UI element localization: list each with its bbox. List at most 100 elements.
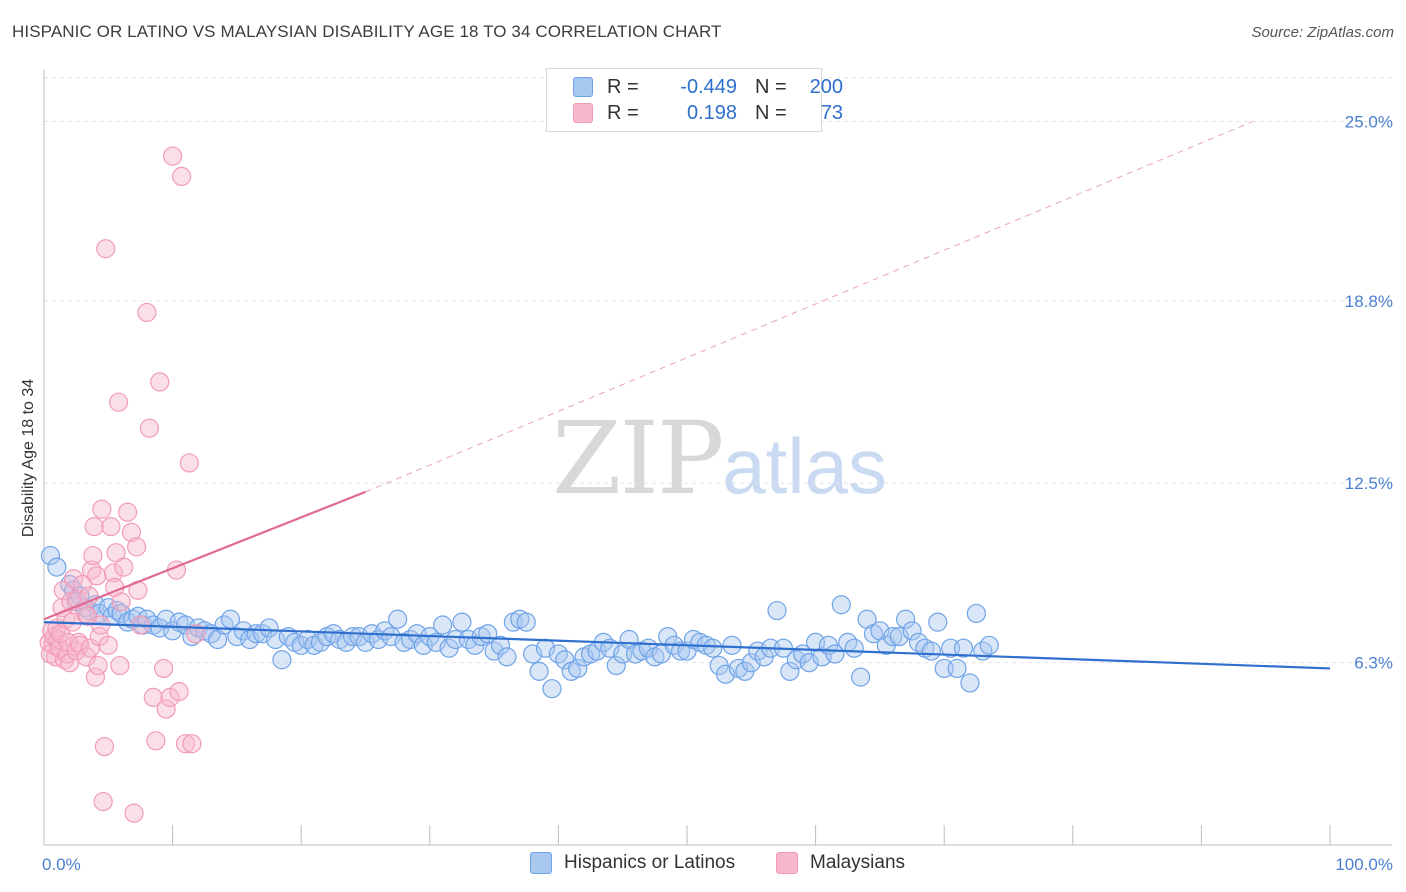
watermark: ZIPatlas xyxy=(552,400,887,517)
hispanic-point xyxy=(979,635,999,655)
malaysian-point xyxy=(103,563,124,583)
chart-source: Source: ZipAtlas.com xyxy=(1251,24,1394,41)
x-tick-label: 0.0% xyxy=(42,855,81,874)
chart-title: HISPANIC OR LATINO VS MALAYSIAN DISABILI… xyxy=(12,22,722,41)
malaysian-trend-extension xyxy=(365,120,1254,493)
hispanic-point xyxy=(123,609,143,629)
y-tick-label: 12.5% xyxy=(1345,474,1393,493)
hispanic-point xyxy=(529,661,549,681)
malaysian-point xyxy=(92,499,112,519)
hispanic-point xyxy=(452,612,472,632)
hispanic-point xyxy=(844,638,864,658)
hispanic-point xyxy=(497,647,517,667)
legend-r-value: 0.198 xyxy=(686,101,737,124)
malaysian-point xyxy=(163,146,183,166)
hispanic-point xyxy=(490,635,511,655)
malaysian-point xyxy=(186,624,206,644)
malaysian-point xyxy=(84,517,104,537)
hispanic-point xyxy=(40,545,61,566)
x-tick-label: 100.0% xyxy=(1335,855,1393,874)
malaysian-point xyxy=(87,566,107,586)
malaysian-point xyxy=(83,545,103,566)
hispanic-point xyxy=(272,650,292,670)
hispanic-point xyxy=(953,638,974,658)
hispanic-point xyxy=(259,618,279,638)
malaysian-point xyxy=(179,453,199,473)
malaysian-point xyxy=(96,239,116,259)
malaysian-point xyxy=(153,658,174,679)
legend-n-label: N = xyxy=(755,101,787,124)
malaysian-point xyxy=(85,667,106,687)
malaysian-point xyxy=(81,560,102,580)
hispanic-point xyxy=(902,621,922,641)
malaysian-point xyxy=(126,537,147,557)
malaysian-point xyxy=(150,372,170,392)
legend-swatch-hispanic xyxy=(573,77,593,97)
hispanic-point xyxy=(921,641,941,661)
malaysian-point xyxy=(124,803,144,823)
legend-row-hispanic: R = -0.449 N = 200 xyxy=(573,74,843,100)
legend-r-label: R = xyxy=(607,101,639,124)
malaysian-point xyxy=(172,166,192,187)
malaysian-point xyxy=(146,731,166,751)
malaysian-point xyxy=(182,734,202,754)
malaysian-point xyxy=(110,655,130,676)
legend-r-value: -0.449 xyxy=(680,75,737,98)
legend-row-malaysian: R = 0.198 N = 73 xyxy=(573,100,843,126)
hispanic-point xyxy=(433,615,453,635)
series-legend: Hispanics or Latinos Malaysians xyxy=(0,852,1406,878)
malaysian-point xyxy=(98,635,118,655)
y-tick-label: 25.0% xyxy=(1345,112,1393,131)
malaysian-point xyxy=(143,687,163,707)
legend-r-label: R = xyxy=(607,75,639,98)
hispanic-trend-line xyxy=(43,621,1331,670)
series-legend-hispanic: Hispanics or Latinos xyxy=(530,852,735,874)
malaysian-point xyxy=(175,734,196,754)
hispanic-point xyxy=(960,673,980,693)
y-axis-label: Disability Age 18 to 34 xyxy=(20,379,37,537)
malaysian-point xyxy=(169,681,189,702)
malaysian-point xyxy=(60,653,80,673)
series-swatch-hispanic xyxy=(530,852,552,874)
series-legend-label: Hispanics or Latinos xyxy=(564,852,736,873)
watermark-atlas: atlas xyxy=(722,422,888,510)
hispanic-point xyxy=(516,612,536,632)
hispanic-point xyxy=(568,658,588,679)
malaysian-point xyxy=(121,522,142,543)
series-legend-label: Malaysians xyxy=(810,852,906,873)
hispanic-point xyxy=(703,638,723,658)
hispanic-point xyxy=(606,655,626,676)
malaysian-point xyxy=(88,655,108,676)
series-legend-malaysian: Malaysians xyxy=(776,852,905,874)
malaysian-point xyxy=(114,557,134,577)
hispanic-point xyxy=(780,661,800,681)
hispanic-point xyxy=(896,609,916,629)
malaysian-point xyxy=(101,517,121,537)
hispanic-point xyxy=(928,612,948,632)
malaysian-trend-line xyxy=(43,490,366,621)
hispanic-point xyxy=(851,667,871,687)
malaysian-point xyxy=(108,392,129,412)
malaysian-point xyxy=(93,791,113,812)
series-swatch-malaysian xyxy=(776,852,798,874)
hispanic-point xyxy=(767,600,787,621)
legend-n-value: 200 xyxy=(809,75,843,98)
malaysian-point xyxy=(111,592,131,612)
legend-n-label: N = xyxy=(755,75,787,98)
legend-swatch-malaysian xyxy=(573,103,593,123)
malaysian-point xyxy=(156,699,176,719)
hispanic-point xyxy=(947,658,967,679)
hispanic-point xyxy=(670,641,691,661)
y-tick-label: 18.8% xyxy=(1345,292,1393,311)
malaysian-point xyxy=(117,502,138,522)
hispanic-point xyxy=(47,557,67,577)
malaysian-point xyxy=(94,736,115,757)
malaysian-point xyxy=(72,574,93,595)
watermark-zip: ZIP xyxy=(552,400,724,517)
hispanic-point xyxy=(966,603,986,624)
hispanic-point xyxy=(388,609,408,629)
hispanic-point xyxy=(831,595,851,615)
hispanic-point xyxy=(542,679,562,699)
y-tick-label: 6.3% xyxy=(1354,654,1393,673)
